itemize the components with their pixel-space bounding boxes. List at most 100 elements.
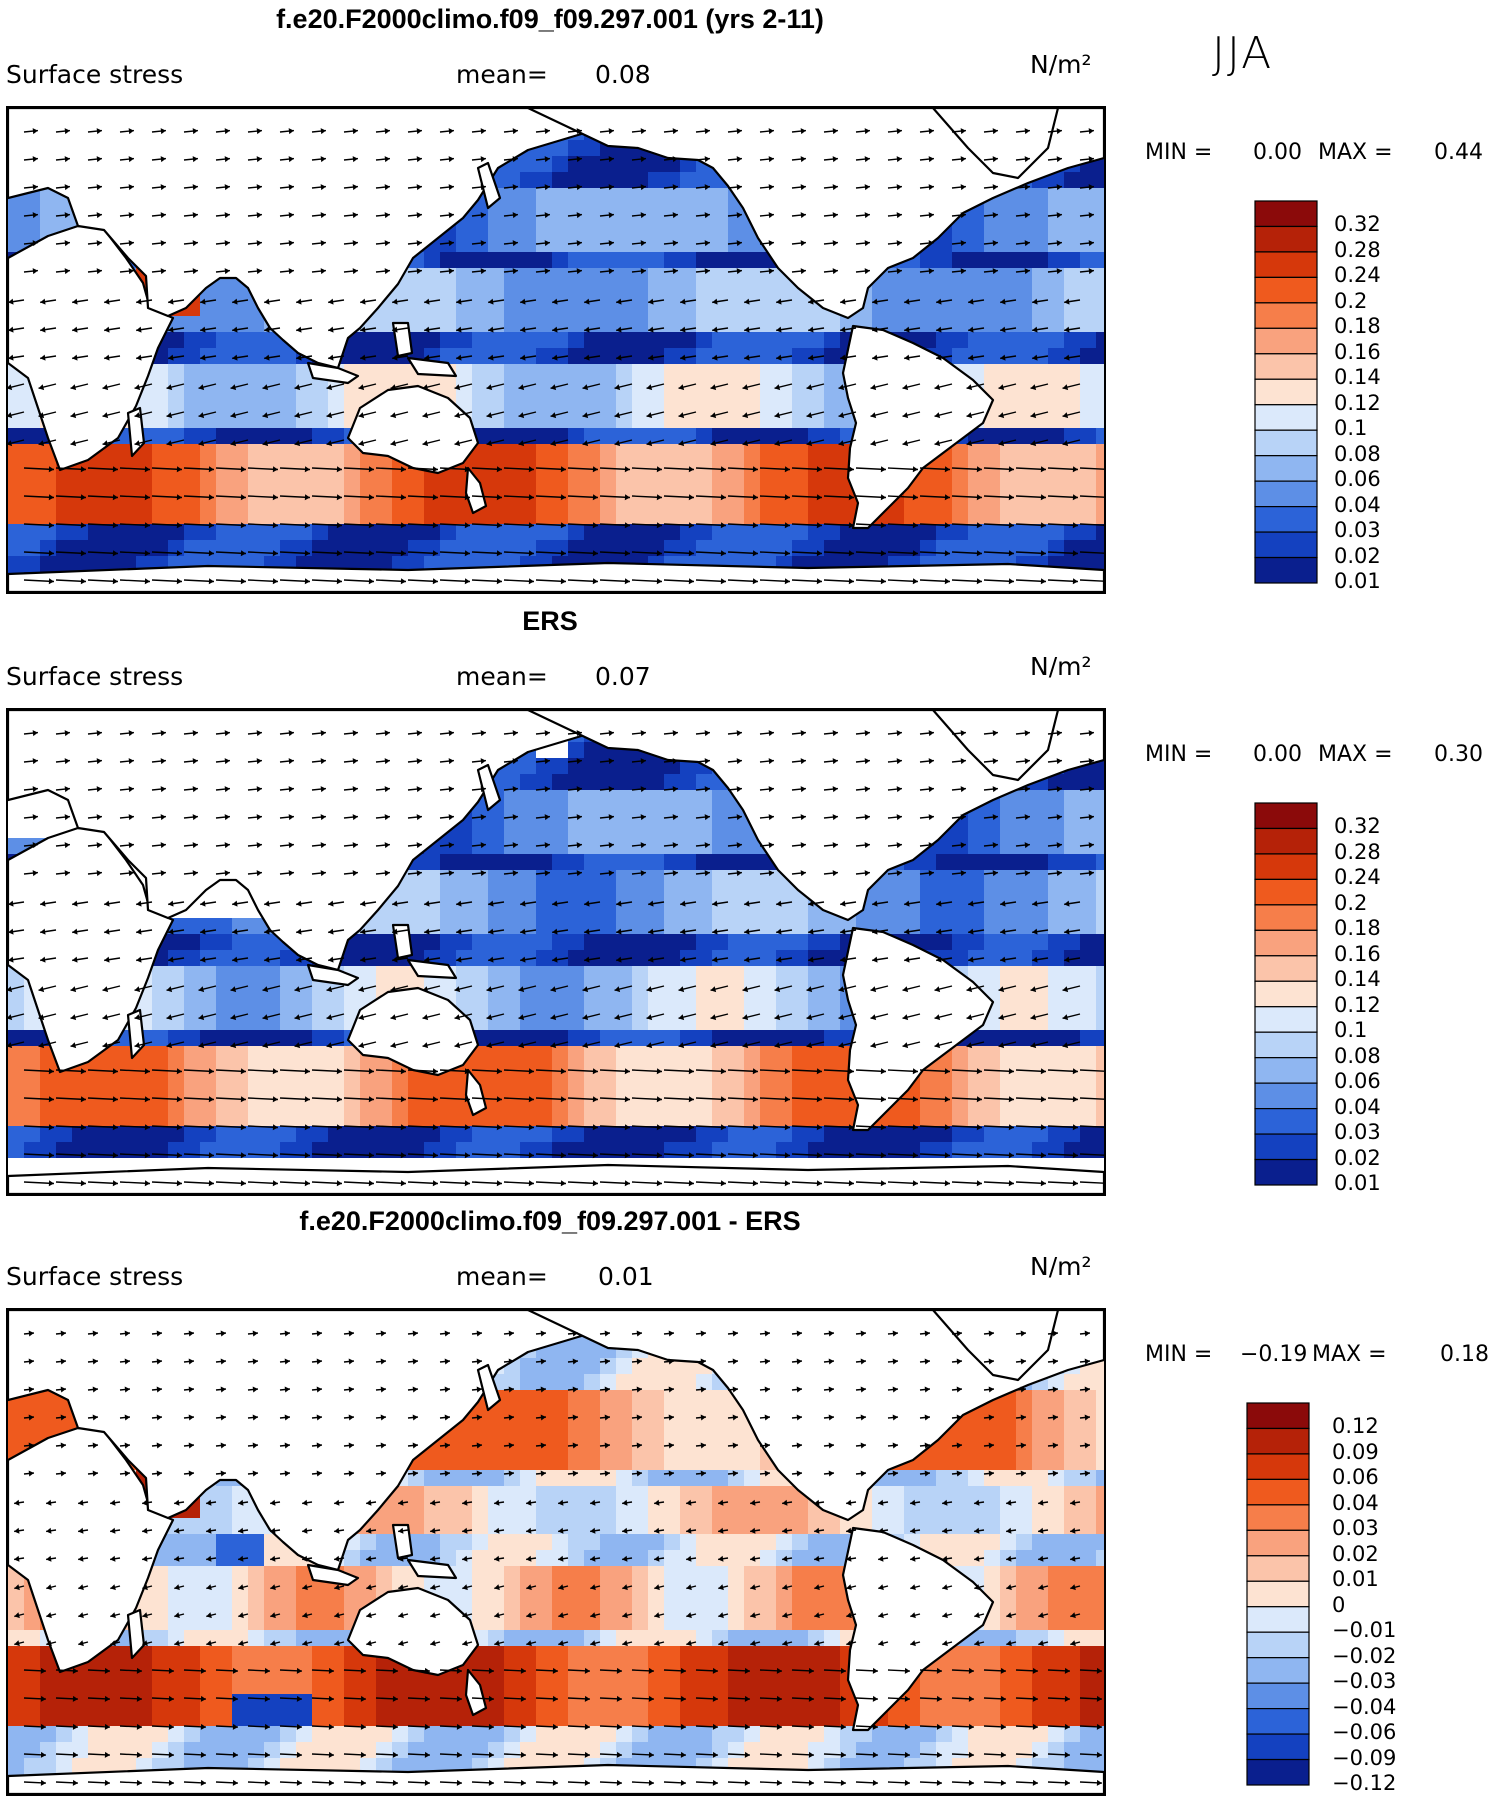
field-cell [1048, 172, 1065, 189]
wind-arrow-head [960, 184, 966, 191]
wind-arrow-head [384, 240, 390, 247]
field-cell [328, 540, 345, 557]
wind-arrow-head [656, 466, 662, 473]
field-cell [712, 1062, 729, 1079]
field-cell [984, 966, 1001, 983]
field-cell [584, 172, 601, 189]
field-cell [712, 284, 729, 301]
wind-arrow-head [832, 268, 838, 275]
wind-arrow-head [928, 184, 934, 191]
field-cell [584, 444, 601, 461]
field-cell [328, 1014, 345, 1031]
field-cell [648, 934, 665, 951]
field-cell [632, 854, 649, 871]
field-cell [184, 492, 201, 509]
field-cell [392, 556, 409, 573]
wind-arrow-head [976, 522, 982, 529]
field-cell [600, 444, 617, 461]
field-cell [552, 790, 569, 807]
colorbar-swatch [1254, 531, 1318, 559]
field-cell [1096, 982, 1104, 999]
field-cell [696, 790, 713, 807]
field-cell [152, 508, 169, 525]
field-cell [808, 982, 825, 999]
wind-arrow-head [390, 440, 397, 447]
field-cell [952, 332, 969, 349]
field-cell [520, 540, 537, 557]
wind-arrow-head [704, 240, 710, 247]
field-cell [504, 902, 521, 919]
field-cell [1080, 284, 1097, 301]
field-cell [696, 332, 713, 349]
field-cell [1064, 252, 1081, 269]
field-cell [568, 918, 585, 935]
field-cell [648, 950, 665, 967]
field-cell [744, 966, 761, 983]
wind-arrow-head [480, 240, 486, 247]
field-cell [920, 284, 937, 301]
wind-arrow-head [992, 212, 998, 219]
field-cell [24, 1014, 41, 1031]
field-cell [680, 380, 697, 397]
field-cell [936, 236, 953, 253]
field-cell [584, 950, 601, 967]
wind-arrow-head [864, 156, 870, 163]
wind-arrow-head [864, 184, 870, 191]
field-cell [648, 300, 665, 317]
wind-arrow-head [416, 156, 422, 163]
field-cell [8, 1062, 25, 1079]
wind-arrow-head [64, 240, 70, 247]
field-cell [600, 1014, 617, 1031]
field-cell [984, 838, 1001, 855]
colorbar-swatch [1254, 480, 1318, 508]
wind-arrow-head [936, 298, 942, 305]
field-cell [168, 476, 185, 493]
wind-arrow-head [512, 240, 518, 247]
wind-arrow-head [416, 268, 422, 275]
wind-arrow-head [966, 440, 973, 447]
field-cell [1064, 492, 1081, 509]
wind-arrow-head [744, 326, 750, 333]
field-cell [248, 1046, 265, 1063]
field-cell [248, 1014, 265, 1031]
field-cell [72, 1078, 89, 1095]
field-cell [680, 870, 697, 887]
field-cell [552, 806, 569, 823]
field-cell [728, 332, 745, 349]
wind-arrow-head [1088, 240, 1094, 247]
field-cell [744, 252, 761, 269]
field-cell [536, 364, 553, 381]
field-cell [520, 998, 537, 1015]
field-cell [152, 1030, 169, 1047]
field-cell [648, 966, 665, 983]
field-cell [616, 412, 633, 429]
field-cell [568, 364, 585, 381]
wind-arrow-head [968, 354, 974, 361]
field-cell [776, 444, 793, 461]
field-cell [1096, 364, 1104, 381]
wind-arrow-head [232, 298, 238, 305]
field-cell [504, 172, 521, 189]
field-cell [376, 316, 393, 333]
field-cell [1016, 966, 1033, 983]
field-cell [504, 332, 521, 349]
field-cell [632, 444, 649, 461]
field-cell [744, 886, 761, 903]
field-cell [808, 444, 825, 461]
field-cell [24, 492, 41, 509]
field-cell [936, 1062, 953, 1079]
field-cell [984, 950, 1001, 967]
field-cell [552, 934, 569, 951]
field-cell [648, 284, 665, 301]
colorbar-swatch [1254, 556, 1318, 584]
field-cell [552, 380, 569, 397]
wind-arrow-head [1024, 128, 1030, 135]
field-cell [168, 332, 185, 349]
field-cell [1080, 1014, 1097, 1031]
field-cell [936, 460, 953, 477]
field-cell [504, 790, 521, 807]
field-cell [616, 268, 633, 285]
field-cell [552, 540, 569, 557]
field-cell [440, 950, 457, 967]
field-cell [1048, 284, 1065, 301]
